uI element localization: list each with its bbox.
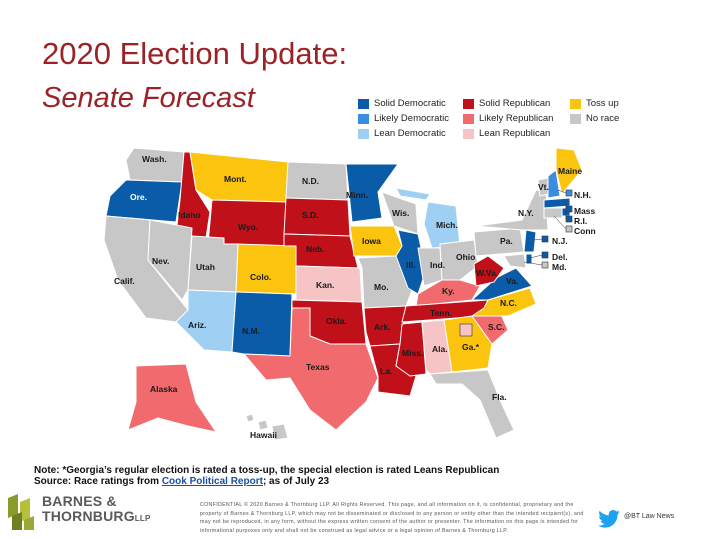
label-iowa: Iowa	[362, 236, 381, 246]
label-wash: Wash.	[142, 154, 167, 164]
label-colo: Colo.	[250, 272, 271, 282]
label-ga: Ga.*	[462, 342, 480, 352]
label-ohio: Ohio	[456, 252, 475, 262]
label-tenn: Tenn.	[430, 308, 452, 318]
state-nc	[471, 287, 537, 317]
label-miss: Miss.	[402, 348, 423, 358]
legend-item-likely-democratic: Likely Democratic	[358, 113, 449, 124]
note-line-1: Note: *Georgia’s regular election is rat…	[34, 465, 500, 476]
label-kan: Kan.	[316, 280, 334, 290]
label-ill: Ill.	[406, 260, 415, 270]
state-hawaii	[245, 413, 289, 441]
state-ohio	[439, 239, 479, 281]
label-ark: Ark.	[374, 322, 391, 332]
label-idaho: Idaho	[178, 210, 201, 220]
label-ind: Ind.	[430, 260, 445, 270]
label-ky: Ky.	[442, 286, 455, 296]
label-maine: Maine	[558, 166, 582, 176]
logo-mark-icon	[8, 494, 34, 530]
legend-item-likely-republican: Likely Republican	[463, 113, 553, 124]
label-nc: N.C.	[500, 298, 517, 308]
label-minn: Minn.	[346, 190, 368, 200]
confidential-notice: CONFIDENTIAL © 2020 Barnes & Thornburg L…	[200, 502, 584, 534]
state-alaska	[127, 363, 217, 433]
legend-item-solid-democratic: Solid Democratic	[358, 98, 446, 109]
label-texas: Texas	[306, 362, 330, 372]
state-wva	[473, 255, 505, 287]
label-wis: Wis.	[392, 208, 409, 218]
map-note: Note: *Georgia’s regular election is rat…	[34, 465, 499, 487]
label-ariz: Ariz.	[188, 320, 206, 330]
label-fla: Fla.	[492, 392, 507, 402]
label-neb: Neb.	[306, 244, 324, 254]
label-wyo: Wyo.	[238, 222, 258, 232]
label-del: Del.	[552, 252, 568, 262]
label-nev: Nev.	[152, 256, 169, 266]
label-calif: Calif.	[114, 276, 135, 286]
label-sd: S.D.	[302, 210, 319, 220]
state-maine	[555, 147, 583, 195]
state-colo	[235, 243, 297, 295]
legend-item-lean-republican: Lean Republican	[463, 128, 550, 139]
state-nj	[523, 229, 537, 253]
state-del	[525, 253, 533, 265]
label-ny: N.Y.	[518, 208, 534, 218]
state-fla	[429, 369, 515, 439]
state-texas	[243, 307, 379, 431]
label-mass: Mass.	[574, 206, 596, 216]
label-nd: N.D.	[302, 176, 319, 186]
label-mont: Mont.	[224, 174, 247, 184]
state-nh	[547, 169, 561, 199]
label-hawaii: Hawaii	[250, 430, 277, 440]
label-conn: Conn.	[574, 226, 596, 236]
label-va: Va.	[506, 276, 518, 286]
us-senate-map: Wash. Ore. Calif. Idaho Nev. Mont. Wyo. …	[103, 147, 596, 441]
page-title: 2020 Election Update:	[42, 36, 348, 71]
state-ill	[395, 229, 427, 295]
label-nj: N.J.	[552, 236, 568, 246]
page-subtitle: Senate Forecast	[42, 82, 255, 114]
state-md	[503, 253, 527, 269]
legend-item-lean-democratic: Lean Democratic	[358, 128, 446, 139]
twitter-icon[interactable]	[598, 510, 620, 528]
label-nm: N.M.	[242, 326, 260, 336]
label-utah: Utah	[196, 262, 215, 272]
label-nh: N.H.	[574, 190, 591, 200]
label-pa: Pa.	[500, 236, 513, 246]
state-nev	[147, 219, 193, 301]
barnes-thornburg-logo: BARNES & THORNBURGLLP	[8, 494, 198, 534]
label-ala: Ala.	[432, 344, 448, 354]
state-ga	[443, 315, 493, 373]
label-vt: Vt.	[538, 182, 549, 192]
state-mich-up	[395, 187, 431, 201]
label-md: Md.	[552, 262, 567, 272]
label-alaska: Alaska	[150, 384, 178, 394]
label-la: La.	[380, 366, 392, 376]
state-ny	[475, 189, 549, 231]
state-nm	[231, 291, 293, 357]
state-conn	[543, 207, 563, 219]
label-okla: Okla.	[326, 316, 347, 326]
legend-item-solid-republican: Solid Republican	[463, 98, 550, 109]
label-mich: Mich.	[436, 220, 458, 230]
legend-item-no-race: No race	[570, 113, 619, 124]
twitter-handle: @BT Law News	[624, 513, 675, 520]
legend-item-toss-up: Toss up	[570, 98, 619, 109]
note-line-2: Source: Race ratings from Cook Political…	[34, 476, 330, 487]
map-legend: Solid Democratic Likely Democratic Lean …	[358, 98, 658, 142]
label-ore: Ore.	[130, 192, 147, 202]
label-sc: S.C.	[488, 322, 505, 332]
state-pa	[473, 227, 525, 257]
cook-political-report-link[interactable]: Cook Political Report	[161, 476, 263, 487]
state-minn	[345, 163, 399, 223]
label-mo: Mo.	[374, 282, 389, 292]
label-wva: W.Va.	[476, 268, 498, 278]
label-ri: R.I.	[574, 216, 587, 226]
